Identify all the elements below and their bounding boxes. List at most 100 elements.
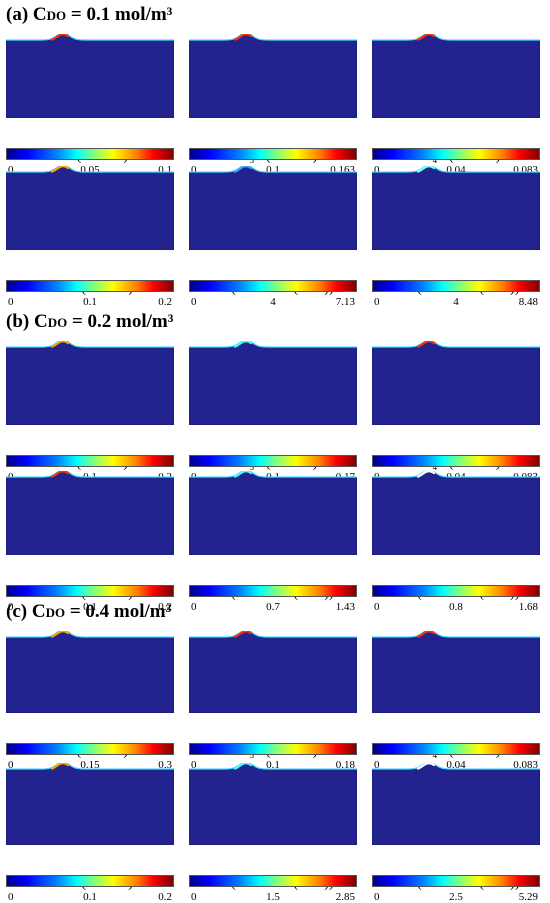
colorbar-tick-label: 1.5	[266, 891, 280, 903]
colorbar	[6, 743, 174, 755]
colorbar-tick-label: 0.8	[449, 601, 463, 613]
colorbar-tick-label: 2.85	[335, 891, 355, 903]
colorbar-tick-label: 0.7	[266, 601, 280, 613]
colorbar-tick-label: 0	[374, 296, 380, 308]
section-title-subscript: DO	[45, 605, 66, 620]
section-title-suffix: = 0.1 mol/m³	[66, 4, 173, 25]
sediment-domain	[6, 166, 174, 250]
bedform-hotspot	[233, 631, 253, 638]
colorbar	[6, 148, 174, 160]
colorbar-tick-label: 0.1	[83, 296, 97, 308]
colorbar-tick-label: 0	[8, 296, 14, 308]
sediment-domain	[6, 34, 174, 118]
concentration-field	[6, 341, 174, 425]
concentration-field	[6, 631, 174, 713]
concentration-field	[372, 763, 540, 845]
sediment-domain	[6, 471, 174, 555]
concentration-field	[189, 763, 357, 845]
sediment-domain	[189, 471, 357, 555]
concentration-field	[372, 631, 540, 713]
surface-layer	[372, 471, 540, 478]
sediment-domain	[372, 34, 540, 118]
bedform-hotspot	[50, 166, 70, 173]
concentration-field	[6, 166, 174, 250]
section-title-suffix: = 0.2 mol/m³	[67, 311, 174, 332]
sediment-domain	[189, 34, 357, 118]
surface-layer	[189, 763, 357, 770]
bedform-hotspot	[416, 631, 436, 638]
bedform-hotspot	[416, 166, 436, 173]
bedform-hotspot	[50, 763, 70, 770]
colorbar-tick-label: 7.13	[335, 296, 355, 308]
surface-layer	[189, 166, 357, 173]
sediment-domain	[372, 471, 540, 555]
colorbar	[189, 585, 357, 597]
surface-layer	[6, 631, 174, 638]
colorbar-tick-label: 0.2	[158, 296, 172, 308]
concentration-field	[6, 763, 174, 845]
sediment-domain	[372, 341, 540, 425]
sediment-domain	[372, 631, 540, 713]
surface-layer	[372, 763, 540, 770]
bedform-hotspot	[416, 34, 436, 41]
surface-layer	[6, 471, 174, 478]
sediment-domain	[189, 341, 357, 425]
colorbar	[189, 455, 357, 467]
bedform-hotspot	[233, 166, 253, 173]
section-title-prefix: (b) C	[6, 311, 48, 332]
surface-layer	[6, 34, 174, 41]
sediment-domain	[6, 341, 174, 425]
colorbar	[6, 875, 174, 887]
bedform-hotspot	[233, 763, 253, 770]
sediment-domain	[189, 631, 357, 713]
surface-layer	[6, 341, 174, 348]
concentration-field	[189, 471, 357, 555]
sediment-domain	[189, 166, 357, 250]
concentration-field	[372, 34, 540, 118]
concentration-field	[189, 166, 357, 250]
section-title-c: (c) CDO = 0.4 mol/m³	[6, 601, 171, 623]
surface-layer	[372, 34, 540, 41]
colorbar	[372, 455, 540, 467]
colorbar	[189, 280, 357, 292]
surface-layer	[6, 763, 174, 770]
colorbar	[372, 148, 540, 160]
colorbar-tick-label: 2.5	[449, 891, 463, 903]
colorbar-tick-label: 4	[270, 296, 276, 308]
section-title-prefix: (a) C	[6, 4, 47, 25]
bedform-hotspot	[416, 471, 436, 478]
colorbar-tick-label: 0	[191, 891, 197, 903]
colorbar-tick-label: 0.1	[83, 891, 97, 903]
section-title-prefix: (c) C	[6, 601, 46, 622]
colorbar-tick-label: 0.1	[266, 759, 280, 771]
colorbar-tick-label: 0.2	[158, 891, 172, 903]
colorbar	[6, 280, 174, 292]
colorbar-tick-label: 0.18	[335, 759, 355, 771]
sediment-domain	[6, 763, 174, 845]
section-title-subscript: DO	[46, 8, 67, 23]
colorbar-tick-label: 0	[8, 891, 14, 903]
bedform-hotspot	[233, 341, 253, 348]
colorbar-tick-label: 8.48	[518, 296, 538, 308]
colorbar	[6, 455, 174, 467]
colorbar-tick-label: 1.43	[335, 601, 355, 613]
colorbar-tick-label: 0.04	[446, 759, 466, 771]
bedform-hotspot	[416, 763, 436, 770]
colorbar-tick-label: 0	[8, 759, 14, 771]
colorbar	[189, 743, 357, 755]
colorbar-tick-label: 0	[191, 164, 197, 176]
colorbar	[372, 743, 540, 755]
surface-layer	[372, 631, 540, 638]
bedform-hotspot	[416, 341, 436, 348]
colorbar-tick-label: 0	[374, 601, 380, 613]
colorbar-tick-label: 0.2	[158, 601, 172, 613]
colorbar-tick-label: 0	[8, 164, 14, 176]
colorbar	[6, 585, 174, 597]
bedform-hotspot	[233, 471, 253, 478]
colorbar-tick-label: 0	[374, 759, 380, 771]
surface-layer	[189, 631, 357, 638]
colorbar-tick-label: 0	[191, 296, 197, 308]
section-title-suffix: = 0.4 mol/m³	[65, 601, 172, 622]
concentration-field	[6, 34, 174, 118]
colorbar-tick-label: 0.15	[80, 759, 100, 771]
